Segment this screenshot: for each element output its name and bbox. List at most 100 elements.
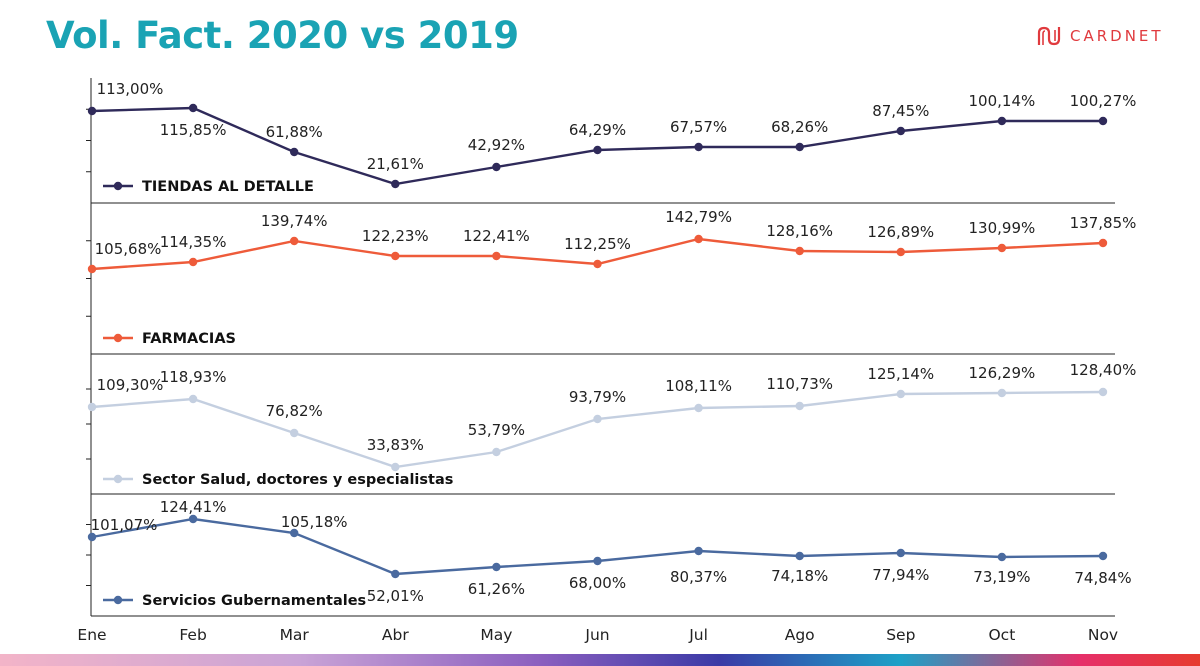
x-tick-label: Mar (280, 626, 310, 644)
data-point (997, 552, 1007, 562)
data-label: 125,14% (867, 365, 934, 383)
data-point (593, 145, 602, 155)
data-point (896, 247, 905, 257)
data-point (1098, 238, 1108, 248)
data-point (87, 402, 97, 412)
data-point (795, 142, 804, 152)
data-label: 52,01% (367, 587, 424, 605)
data-point (896, 548, 905, 558)
data-point (1098, 116, 1108, 126)
data-point (694, 403, 703, 413)
data-label: 61,88% (266, 123, 323, 141)
x-tick-label: Ago (785, 626, 815, 644)
data-label: 113,00% (97, 80, 164, 98)
x-tick-label: Jul (688, 626, 708, 644)
data-label: 73,19% (973, 568, 1030, 586)
x-tick-label: Oct (988, 626, 1015, 644)
data-label: 118,93% (160, 368, 227, 386)
data-point (593, 414, 602, 424)
data-label: 139,74% (261, 212, 328, 230)
data-label: 142,79% (665, 208, 732, 226)
x-tick-label: May (480, 626, 512, 644)
data-point (896, 389, 905, 399)
data-point (391, 251, 400, 261)
data-point (795, 551, 804, 561)
data-point (290, 236, 299, 246)
logo-text: CARDNET (1070, 27, 1164, 45)
cardnet-logo-icon (1037, 26, 1061, 46)
data-point (290, 428, 299, 438)
data-label: 114,35% (160, 233, 227, 251)
data-point (593, 556, 602, 566)
legend-label: Sector Salud, doctores y especialistas (142, 472, 453, 488)
data-point (795, 401, 804, 411)
data-label: 68,26% (771, 118, 828, 136)
data-label: 74,84% (1074, 569, 1131, 587)
data-point (997, 388, 1007, 398)
data-label: 61,26% (468, 580, 525, 598)
data-label: 68,00% (569, 574, 626, 592)
data-point (188, 514, 198, 524)
legend-marker (113, 595, 123, 605)
cardnet-logo: CARDNET (1036, 24, 1164, 48)
data-label: 130,99% (969, 219, 1036, 237)
data-point (87, 106, 97, 116)
data-point (896, 126, 905, 136)
data-point (87, 264, 97, 274)
data-point (188, 257, 198, 267)
data-point (492, 162, 501, 172)
data-point (694, 546, 703, 556)
data-label: 101,07% (91, 516, 158, 534)
data-point (391, 179, 400, 189)
x-tick-label: Ene (77, 626, 106, 644)
data-label: 33,83% (367, 436, 424, 454)
data-label: 128,40% (1070, 361, 1137, 379)
data-point (1098, 551, 1108, 561)
x-tick-label: Feb (179, 626, 206, 644)
data-point (694, 142, 703, 152)
data-label: 105,68% (95, 240, 162, 258)
data-point (290, 147, 299, 157)
legend-marker (113, 474, 123, 484)
x-tick-label: Jun (584, 626, 609, 644)
data-label: 53,79% (468, 421, 525, 439)
data-point (997, 116, 1007, 126)
data-label: 122,41% (463, 227, 530, 245)
data-point (1098, 387, 1108, 397)
data-point (188, 394, 198, 404)
data-label: 115,85% (160, 121, 227, 139)
data-label: 124,41% (160, 498, 227, 516)
data-label: 112,25% (564, 235, 631, 253)
data-point (593, 259, 602, 269)
data-point (391, 462, 400, 472)
data-label: 108,11% (665, 377, 732, 395)
data-label: 126,89% (867, 223, 934, 241)
data-point (391, 569, 400, 579)
decorative-gradient-bar (0, 654, 1200, 666)
series-line-servicios (91, 517, 1104, 576)
data-label: 122,23% (362, 227, 429, 245)
data-label: 100,27% (1070, 92, 1137, 110)
data-label: 128,16% (766, 222, 833, 240)
legend-label: Servicios Gubernamentales (142, 593, 366, 609)
legend-marker (113, 333, 123, 343)
data-label: 109,30% (97, 376, 164, 394)
x-tick-label: Abr (382, 626, 409, 644)
data-label: 87,45% (872, 102, 929, 120)
data-label: 100,14% (969, 92, 1036, 110)
data-point (87, 532, 97, 542)
data-label: 105,18% (281, 513, 348, 531)
data-label: 74,18% (771, 567, 828, 585)
legend-label: TIENDAS AL DETALLE (142, 179, 314, 195)
data-label: 42,92% (468, 136, 525, 154)
data-point (492, 562, 501, 572)
page-title: Vol. Fact. 2020 vs 2019 (46, 14, 519, 57)
data-point (997, 243, 1007, 253)
legend-label: FARMACIAS (142, 331, 236, 347)
data-label: 67,57% (670, 118, 727, 136)
data-label: 21,61% (367, 155, 424, 173)
x-tick-label: Sep (886, 626, 915, 644)
data-point (492, 251, 501, 261)
data-point (188, 103, 198, 113)
